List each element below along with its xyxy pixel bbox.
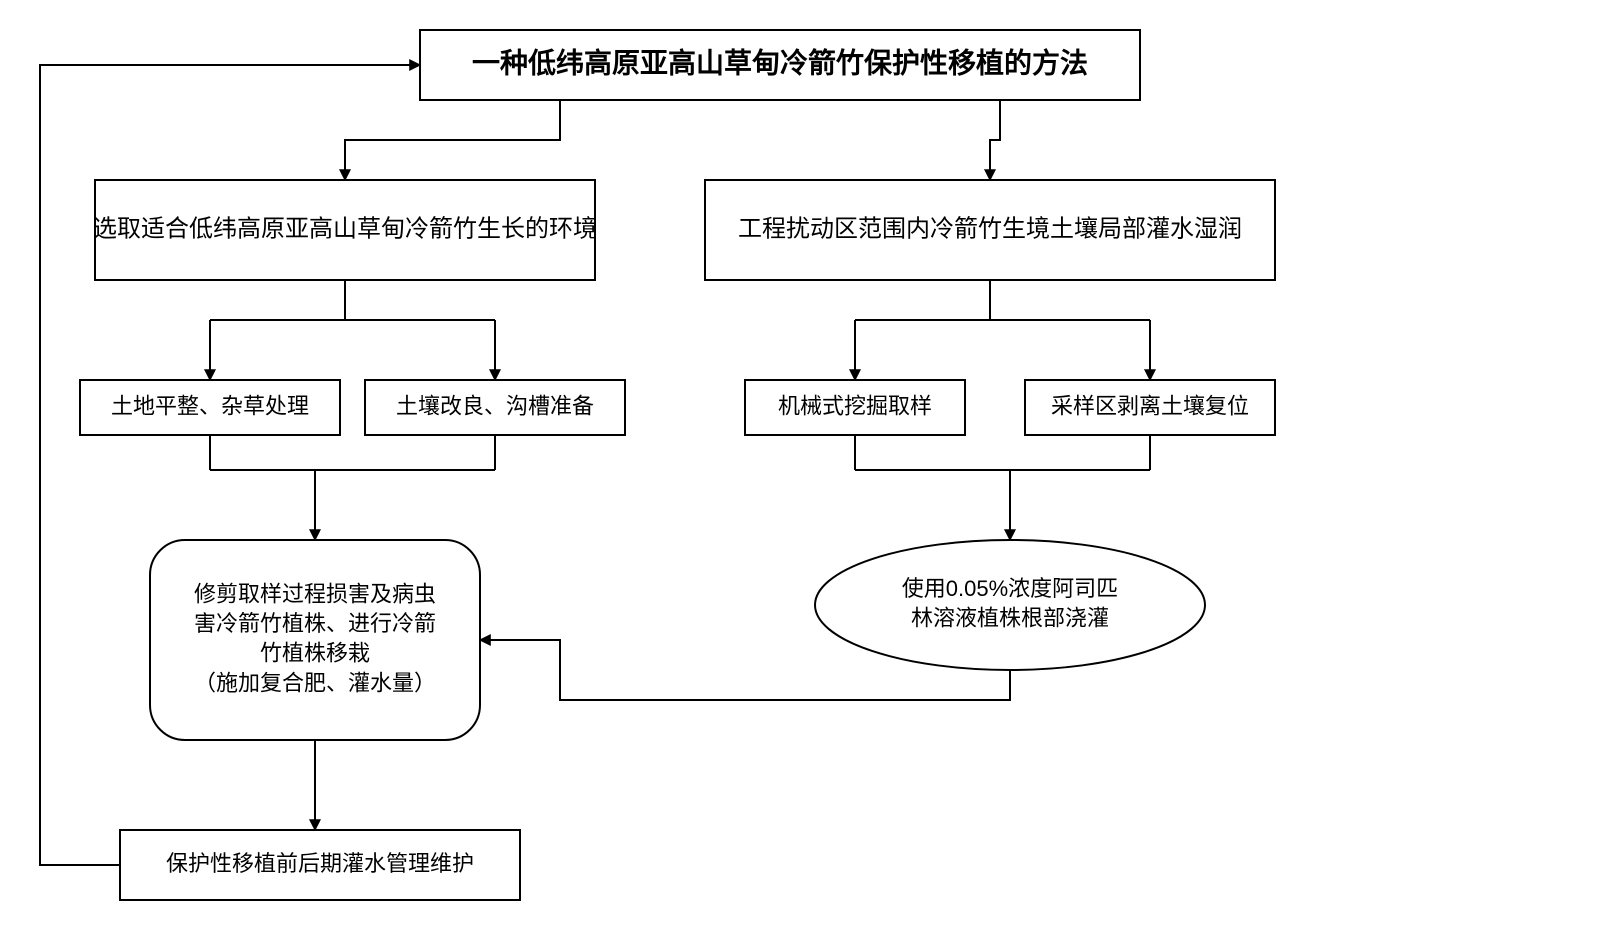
node-ellipse: 使用0.05%浓度阿司匹林溶液植株根部浇灌 xyxy=(815,540,1205,670)
node-process-line-0: 修剪取样过程损害及病虫 xyxy=(194,581,436,606)
node-r_b-line-0: 采样区剥离土壤复位 xyxy=(1051,393,1249,418)
node-r_b: 采样区剥离土壤复位 xyxy=(1025,380,1275,435)
edge-title_bottom_left xyxy=(345,100,560,180)
node-process-line-2: 竹植株移栽 xyxy=(260,641,370,666)
node-l_b-line-0: 土壤改良、沟槽准备 xyxy=(396,393,594,418)
node-bottom-line-0: 保护性移植前后期灌水管理维护 xyxy=(166,851,474,876)
nodes-layer: 一种低纬高原亚高山草甸冷箭竹保护性移植的方法选取适合低纬高原亚高山草甸冷箭竹生长… xyxy=(80,30,1275,900)
node-r_a-line-0: 机械式挖掘取样 xyxy=(778,393,932,418)
node-title-line-0: 一种低纬高原亚高山草甸冷箭竹保护性移植的方法 xyxy=(472,46,1088,78)
node-l_a: 土地平整、杂草处理 xyxy=(80,380,340,435)
node-l_b: 土壤改良、沟槽准备 xyxy=(365,380,625,435)
node-process: 修剪取样过程损害及病虫害冷箭竹植株、进行冷箭竹植株移栽 （施加复合肥、灌水量） xyxy=(150,540,480,740)
node-process-line-1: 害冷箭竹植株、进行冷箭 xyxy=(194,611,436,636)
node-ellipse-line-0: 使用0.05%浓度阿司匹 xyxy=(902,576,1118,601)
node-process-line-3: （施加复合肥、灌水量） xyxy=(194,670,436,695)
node-left_env-line-0: 选取适合低纬高原亚高山草甸冷箭竹生长的环境 xyxy=(93,215,597,242)
node-left_env: 选取适合低纬高原亚高山草甸冷箭竹生长的环境 xyxy=(93,180,597,280)
node-right_env-line-0: 工程扰动区范围内冷箭竹生境土壤局部灌水湿润 xyxy=(738,215,1242,242)
node-l_a-line-0: 土地平整、杂草处理 xyxy=(111,393,309,418)
node-right_env: 工程扰动区范围内冷箭竹生境土壤局部灌水湿润 xyxy=(705,180,1275,280)
node-title: 一种低纬高原亚高山草甸冷箭竹保护性移植的方法 xyxy=(420,30,1140,100)
edge-title_bottom_right xyxy=(990,100,1000,180)
node-ellipse-line-1: 林溶液植株根部浇灌 xyxy=(911,606,1109,631)
node-r_a: 机械式挖掘取样 xyxy=(745,380,965,435)
node-bottom: 保护性移植前后期灌水管理维护 xyxy=(120,830,520,900)
